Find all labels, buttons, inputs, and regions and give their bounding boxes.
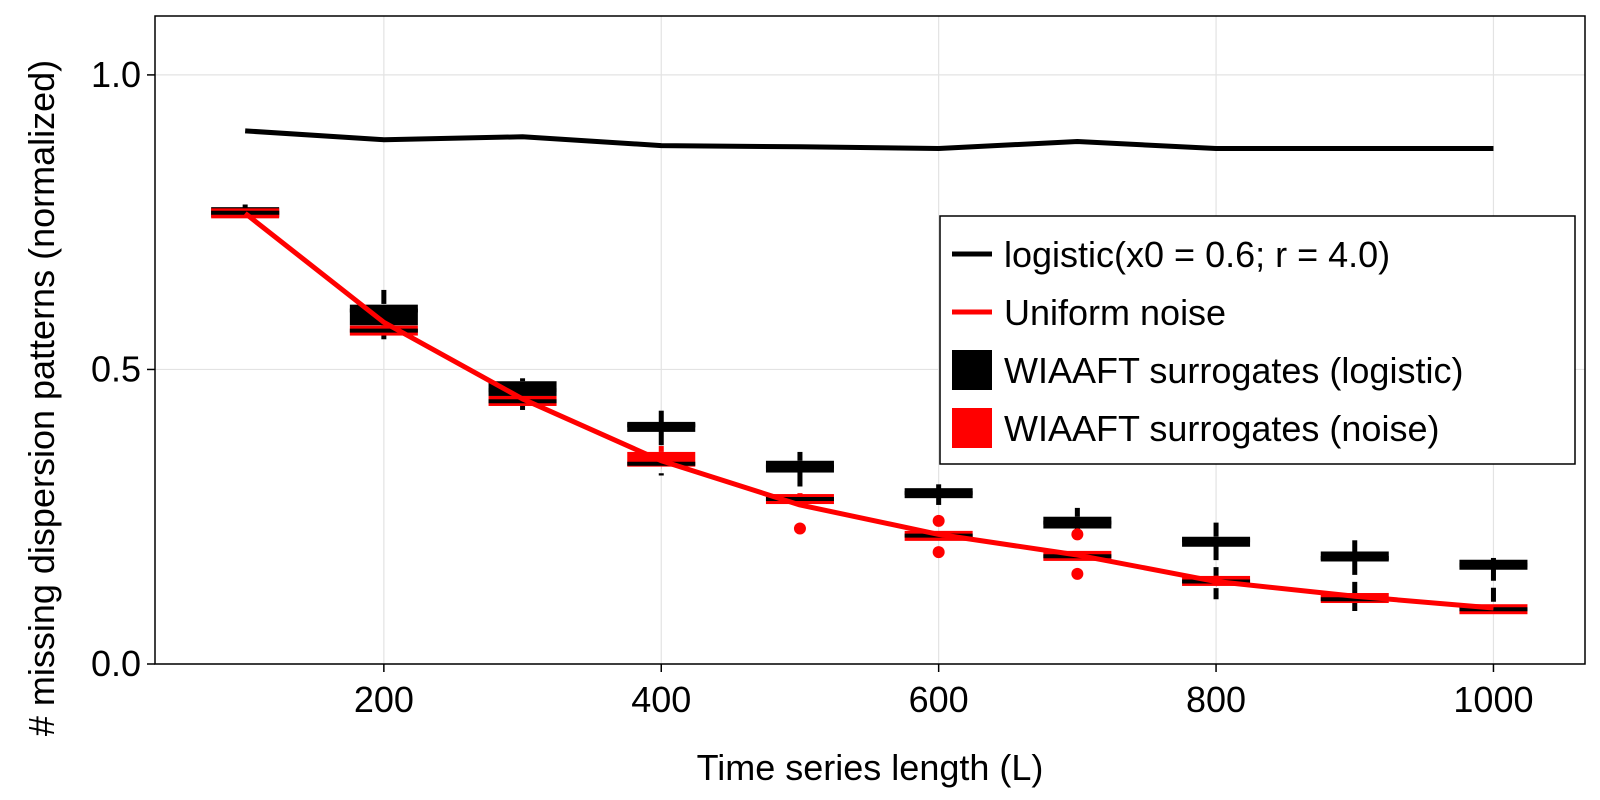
plot-frame (154, 15, 1586, 665)
y-tick-label: 0.0 (91, 643, 141, 684)
x-tick-label: 400 (631, 679, 691, 720)
y-tick-label: 0.5 (91, 348, 141, 389)
legend-label-surrogates-logistic: WIAAFT surrogates (logistic) (1004, 350, 1463, 391)
outlier-point (932, 546, 945, 559)
x-tick-label: 1000 (1453, 679, 1533, 720)
legend-label-noise: Uniform noise (1004, 292, 1226, 333)
legend-frame (939, 215, 1576, 465)
x-tick-label: 200 (354, 679, 414, 720)
legend-label-logistic: logistic(x0 = 0.6; r = 4.0) (1004, 234, 1390, 275)
series-line-logistic (244, 128, 1494, 152)
x-axis: 200 400 600 800 1000 (354, 664, 1534, 720)
legend-swatch-surrogates-noise (952, 408, 992, 448)
outlier-point (1071, 567, 1084, 580)
outlier-point (932, 514, 945, 527)
y-axis-label: # missing dispersion patterns (normalize… (21, 60, 62, 736)
y-tick-label: 1.0 (91, 54, 141, 95)
x-tick-label: 800 (1186, 679, 1246, 720)
series-line-noise (243, 211, 1494, 611)
x-tick-label: 600 (909, 679, 969, 720)
legend: logistic(x0 = 0.6; r = 4.0) Uniform nois… (939, 215, 1576, 465)
legend-label-surrogates-noise: WIAAFT surrogates (noise) (1004, 408, 1439, 449)
series-layer (211, 128, 1528, 615)
x-axis-label: Time series length (L) (697, 747, 1044, 788)
outlier-point (1071, 528, 1084, 541)
y-axis: 0.0 0.5 1.0 (91, 54, 155, 684)
outlier-point (793, 522, 806, 535)
legend-swatch-surrogates-logistic (952, 350, 992, 390)
